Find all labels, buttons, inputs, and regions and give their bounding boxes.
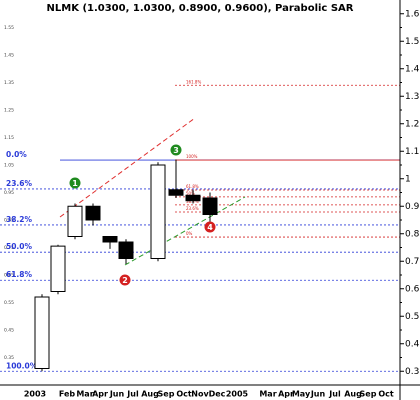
x-tick-label: Dec [209,390,226,399]
y-minor-tick-label: 1.05 [4,163,14,169]
y-tick-label: 0.5 [405,312,419,322]
trend-line [59,117,196,218]
x-tick-label: Jul [328,390,341,399]
y-tick-label: 0.9 [405,202,420,212]
y-minor-tick-label: 1.15 [4,135,14,141]
y-minor-tick-label: 0.65 [4,273,14,279]
fib-extension-label: 161.8% [186,79,201,84]
candle-body [118,241,134,259]
x-tick-label: Oct [378,390,394,399]
wave-marker [119,274,131,286]
x-tick-label: Nov [191,390,209,399]
candle-body [150,164,166,259]
x-tick-label: Aug [344,390,362,399]
y-minor-tick-label: 0.45 [4,328,14,334]
y-tick-label: 1.6 [405,9,420,19]
wave-label: 1 [72,179,78,188]
y-tick-label: 1.4 [405,64,420,74]
y-minor-tick-label: 1.35 [4,80,14,86]
y-tick-label: 0.4 [405,339,420,349]
candle-body [102,236,118,243]
y-tick-label: 0.8 [405,229,420,239]
x-tick-label: Sep [158,390,175,399]
fib-label: 23.6% [6,179,33,188]
y-minor-tick-label: 1.55 [4,25,14,31]
y-minor-tick-label: 0.95 [4,190,14,196]
candle-body [50,245,66,292]
y-tick-label: 1.2 [405,119,419,129]
y-minor-tick-label: 0.35 [4,355,14,361]
x-tick-label: Jul [126,390,139,399]
candle-body [202,197,218,215]
y-tick-label: 0.3 [405,367,419,377]
candle-body [34,296,50,369]
wave-marker [170,144,182,156]
x-tick-label: Mar [76,390,93,399]
y-tick-label: 0.6 [405,284,420,294]
y-minor-tick-label: 0.55 [4,300,14,306]
candle-body [67,205,83,237]
y-tick-label: 1 [405,174,411,184]
x-tick-label: Mar [259,390,276,399]
y-tick-label: 1.1 [405,147,419,157]
fib-label: 61.8% [6,270,33,279]
wave-marker [204,221,216,233]
chart-title: NLMK (1.0300, 1.0300, 0.8900, 0.9600), P… [47,3,354,14]
fib-label: 38.2% [6,215,33,224]
wave-label: 2 [122,276,128,285]
fib-extension-label: 0% [186,231,193,236]
y-tick-label: 0.7 [405,257,419,267]
y-minor-tick-label: 1.25 [4,108,14,114]
fib-label: 0.0% [6,150,27,159]
y-minor-tick-label: 0.85 [4,218,14,224]
wave-label: 4 [207,223,213,232]
x-tick-label: Apr [278,390,294,399]
x-tick-label: Apr [92,390,108,399]
x-tick-label: Jun [109,390,125,399]
fib-label: 100.0% [6,361,38,370]
fib-extension-label: 38.2% [186,199,199,204]
x-tick-label: Sep [360,390,377,399]
fib-extension-label: 50% [186,191,195,196]
x-tick-label: Oct [176,390,192,399]
fib-extension-label: 100% [186,154,198,159]
wave-marker [69,177,81,189]
x-tick-label: Feb [59,390,76,399]
y-tick-label: 1.5 [405,37,419,47]
fib-extension-label: 23.6% [186,206,199,211]
trend-line [124,196,246,266]
x-tick-label: May [292,390,311,399]
candle-body [85,205,101,221]
x-tick-label: Aug [141,390,159,399]
y-minor-tick-label: 0.75 [4,245,14,251]
candle-body [185,194,201,202]
wave-label: 3 [173,146,179,155]
candle-body [168,189,184,196]
fib-label: 50.0% [6,242,33,251]
y-minor-tick-label: 1.45 [4,53,14,59]
x-tick-label: 2003 [24,390,46,399]
x-tick-label: 2005 [226,390,249,399]
y-tick-label: 1.3 [405,92,419,102]
fib-extension-label: 61.8% [186,184,199,189]
x-tick-label: Jun [310,390,326,399]
